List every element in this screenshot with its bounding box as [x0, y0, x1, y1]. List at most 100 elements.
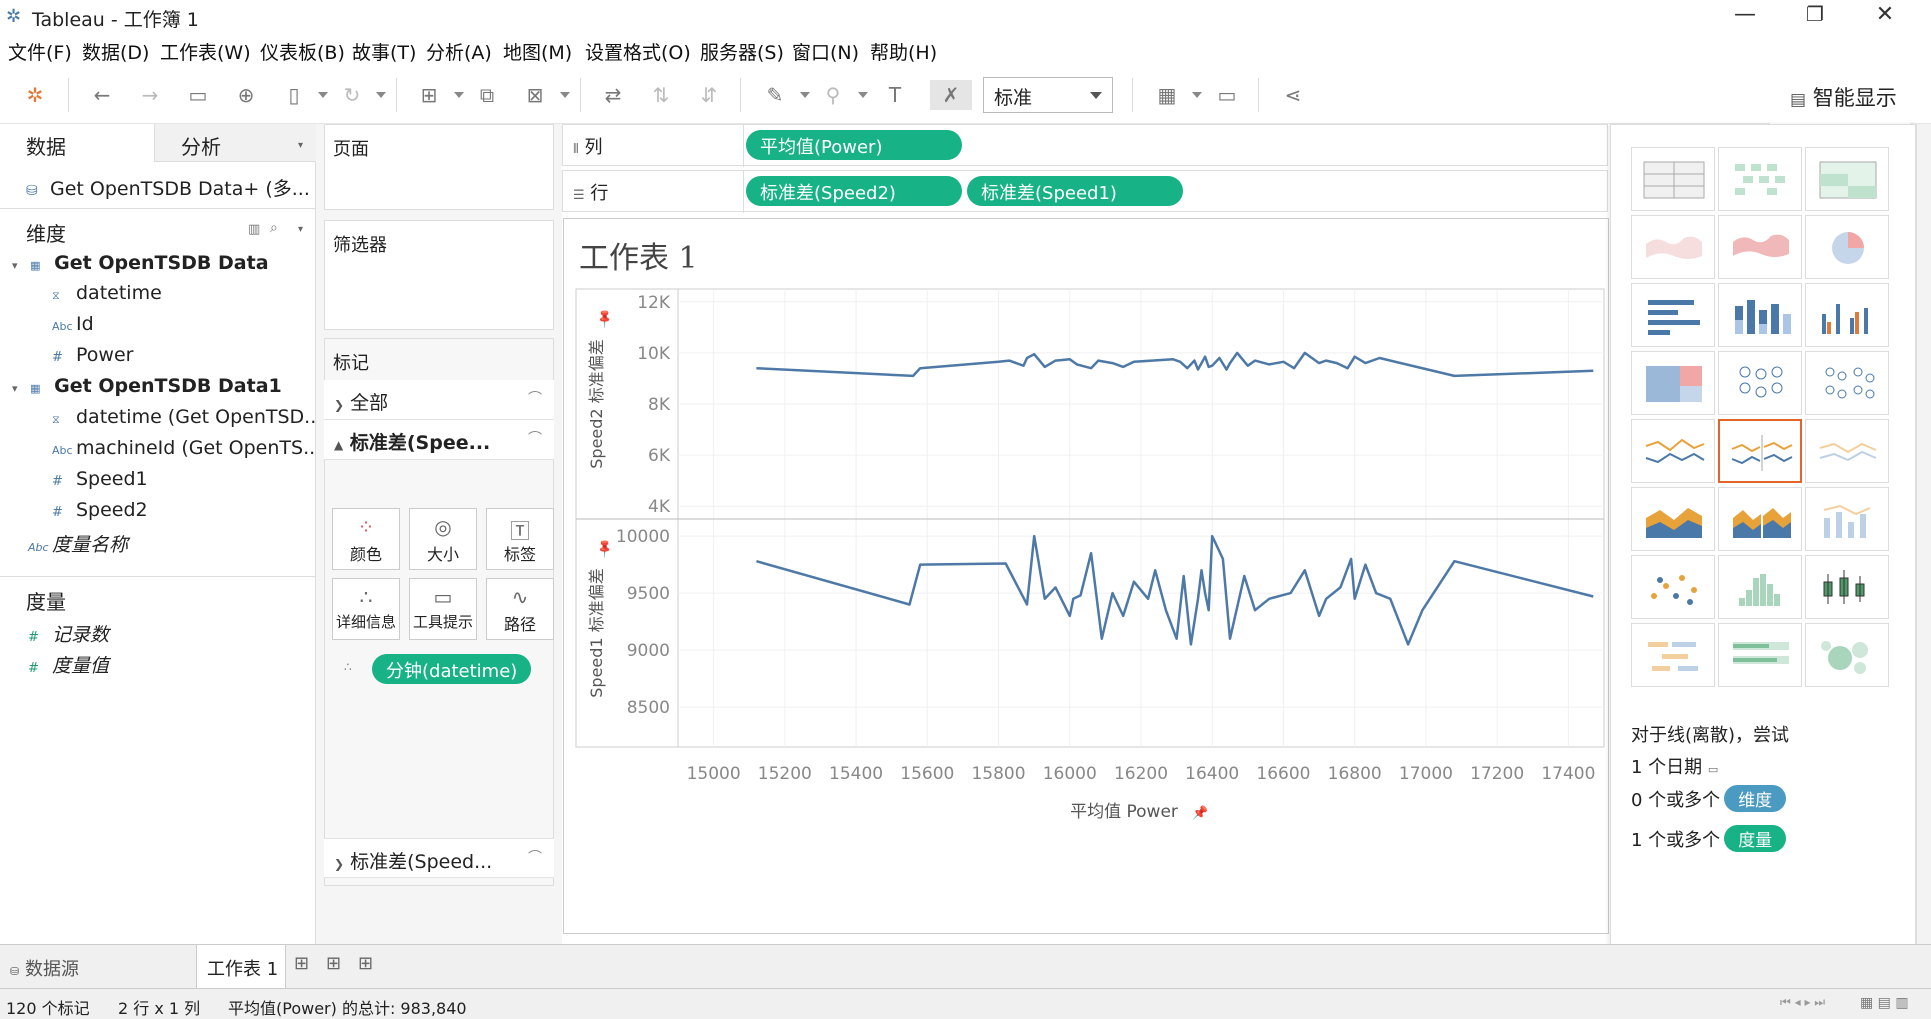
filters-card[interactable]: 筛选器 — [324, 220, 554, 330]
show-labels-icon[interactable]: T — [888, 83, 902, 107]
field-id[interactable]: Abc Id — [52, 313, 94, 335]
showme-area-discrete[interactable] — [1718, 487, 1802, 551]
menu-dashboard[interactable]: 仪表板(B) — [260, 42, 345, 64]
showme-pie[interactable] — [1805, 215, 1889, 279]
undo-icon[interactable]: ← — [93, 83, 111, 107]
field-speed1[interactable]: # Speed1 — [52, 468, 148, 490]
path-button[interactable]: ∿ 路径 — [486, 578, 554, 640]
menu-file[interactable]: 文件(F) — [8, 42, 72, 64]
field-record-count[interactable]: # 记录数 — [28, 620, 109, 647]
table-get-opentsdb-data[interactable]: ▾ ▦ Get OpenTSDB Data — [12, 252, 269, 274]
showme-side-by-side-bars[interactable] — [1805, 283, 1889, 347]
showme-filled-map[interactable] — [1718, 215, 1802, 279]
menu-format[interactable]: 设置格式(O) — [585, 42, 691, 64]
new-worksheet-icon[interactable]: ⊞ — [294, 953, 310, 974]
redo-icon[interactable]: → — [141, 83, 159, 107]
fix-axes-icon[interactable]: ✗ — [930, 80, 972, 110]
rows-shelf[interactable]: ☰ 行 标准差(Speed2) 标准差(Speed1) — [562, 170, 1608, 213]
field-machineid[interactable]: Abc machineId (Get OpenTS... — [52, 437, 321, 459]
presentation-mode-icon[interactable]: ▭ — [1217, 83, 1237, 107]
showme-discrete-lines[interactable] — [1718, 419, 1802, 483]
new-story-icon[interactable]: ⊞ — [358, 953, 374, 974]
showme-highlight-table[interactable] — [1805, 147, 1889, 211]
clear-sheet-icon[interactable]: ⊠ — [526, 83, 544, 107]
restore-button[interactable]: ❐ — [1806, 2, 1824, 26]
detail-datetime-pill[interactable]: 分钟(datetime) — [372, 654, 532, 684]
showme-bullet-graph[interactable] — [1718, 623, 1802, 687]
swap-rows-columns-icon[interactable]: ⇄ — [604, 83, 622, 107]
showme-gantt[interactable] — [1631, 623, 1715, 687]
showme-horizontal-bars[interactable] — [1631, 283, 1715, 347]
speed1-std-pill[interactable]: 标准差(Speed1) — [967, 176, 1183, 206]
show-cards-icon[interactable]: ▦ — [1157, 83, 1177, 107]
field-speed2[interactable]: # Speed2 — [52, 499, 148, 521]
showme-text-table[interactable] — [1631, 147, 1715, 211]
marks-all-row[interactable]: ❯ 全部 ⌒ — [324, 380, 554, 420]
datasource-tab[interactable]: ⛁ 数据源 — [10, 955, 79, 981]
field-measure-values[interactable]: # 度量值 — [28, 651, 109, 678]
search-icon[interactable]: ⌕ — [270, 220, 278, 236]
datasource-name[interactable]: ⛁ Get OpenTSDB Data+ (多... — [26, 174, 310, 201]
menu-server[interactable]: 服务器(S) — [700, 42, 784, 64]
size-button[interactable]: ◎ 大小 — [409, 508, 477, 570]
menu-data[interactable]: 数据(D) — [82, 42, 150, 64]
refresh-icon[interactable]: ↻ — [343, 83, 361, 107]
showme-heat-map[interactable] — [1718, 147, 1802, 211]
field-power[interactable]: # Power — [52, 344, 133, 366]
color-button[interactable]: ⁘ 颜色 — [332, 508, 400, 570]
view-mode-icon[interactable]: ▦ ▤ ▥ — [1860, 995, 1909, 1011]
menu-story[interactable]: 故事(T) — [352, 42, 417, 64]
chevron-down-icon[interactable]: ▾ — [298, 224, 304, 235]
group-members-icon[interactable]: ⚲ — [825, 83, 841, 107]
showme-treemap[interactable] — [1631, 351, 1715, 415]
showme-stacked-bars[interactable] — [1718, 283, 1802, 347]
view-toggle-icon[interactable]: ▥ — [248, 222, 261, 237]
first-page-icon[interactable]: ⏮ ◂ ▸ ⏭ — [1780, 995, 1826, 1009]
highlight-icon[interactable]: ✎ — [766, 83, 784, 107]
menu-window[interactable]: 窗口(N) — [792, 42, 860, 64]
new-dashboard-icon[interactable]: ⊞ — [326, 953, 342, 974]
menu-help[interactable]: 帮助(H) — [870, 42, 938, 64]
save-icon[interactable]: ▭ — [188, 83, 208, 107]
pages-card[interactable]: 页面 — [324, 124, 554, 210]
close-button[interactable]: ✕ — [1875, 2, 1895, 27]
label-button[interactable]: 🅃 标签 — [486, 508, 554, 570]
showme-symbol-map[interactable] — [1631, 215, 1715, 279]
showme-dual-combination[interactable] — [1805, 487, 1889, 551]
new-worksheet-icon[interactable]: ⊞ — [420, 83, 438, 107]
showme-box-whisker[interactable] — [1805, 555, 1889, 619]
speed2-std-pill[interactable]: 标准差(Speed2) — [746, 176, 962, 206]
menu-worksheet[interactable]: 工作表(W) — [160, 42, 251, 64]
share-icon[interactable]: ⋖ — [1284, 83, 1302, 107]
table-get-opentsdb-data1[interactable]: ▾ ▦ Get OpenTSDB Data1 — [12, 375, 282, 397]
sheet1-tab[interactable]: 工作表 1 — [196, 945, 286, 989]
new-datasource-icon[interactable]: ⊕ — [237, 83, 255, 107]
showme-area-continuous[interactable] — [1631, 487, 1715, 551]
menu-map[interactable]: 地图(M) — [503, 42, 573, 64]
tab-data[interactable]: 数据 — [0, 124, 154, 162]
tab-analysis[interactable]: 分析 — [154, 124, 316, 162]
pause-updates-icon[interactable]: ▯ — [288, 83, 300, 107]
duplicate-sheet-icon[interactable]: ⧉ — [479, 83, 495, 107]
columns-shelf[interactable]: ⦀ 列 平均值(Power) — [562, 124, 1608, 167]
field-measure-names[interactable]: Abc 度量名称 — [28, 530, 128, 557]
sort-ascending-icon[interactable]: ⇅ — [652, 83, 670, 107]
showme-histogram[interactable] — [1718, 555, 1802, 619]
showme-dual-lines[interactable] — [1805, 419, 1889, 483]
showme-tab[interactable]: ▤ 智能显示 — [1770, 72, 1910, 124]
showme-continuous-lines[interactable] — [1631, 419, 1715, 483]
detail-button[interactable]: ∴ 详细信息 — [332, 578, 400, 640]
sort-descending-icon[interactable]: ⇵ — [700, 83, 718, 107]
showme-packed-bubbles[interactable] — [1805, 623, 1889, 687]
field-datetime[interactable]: ⧖ datetime — [52, 282, 162, 304]
power-avg-pill[interactable]: 平均值(Power) — [746, 130, 962, 160]
menu-analysis[interactable]: 分析(A) — [426, 42, 492, 64]
right-scrollbar[interactable] — [1916, 124, 1931, 944]
pane-menu-icon[interactable]: ▾ — [298, 140, 304, 151]
showme-scatter[interactable] — [1631, 555, 1715, 619]
showme-circle-views[interactable] — [1718, 351, 1802, 415]
fit-select[interactable]: 标准 — [983, 77, 1113, 113]
showme-side-by-side-circles[interactable] — [1805, 351, 1889, 415]
tooltip-button[interactable]: ▭ 工具提示 — [409, 578, 477, 640]
